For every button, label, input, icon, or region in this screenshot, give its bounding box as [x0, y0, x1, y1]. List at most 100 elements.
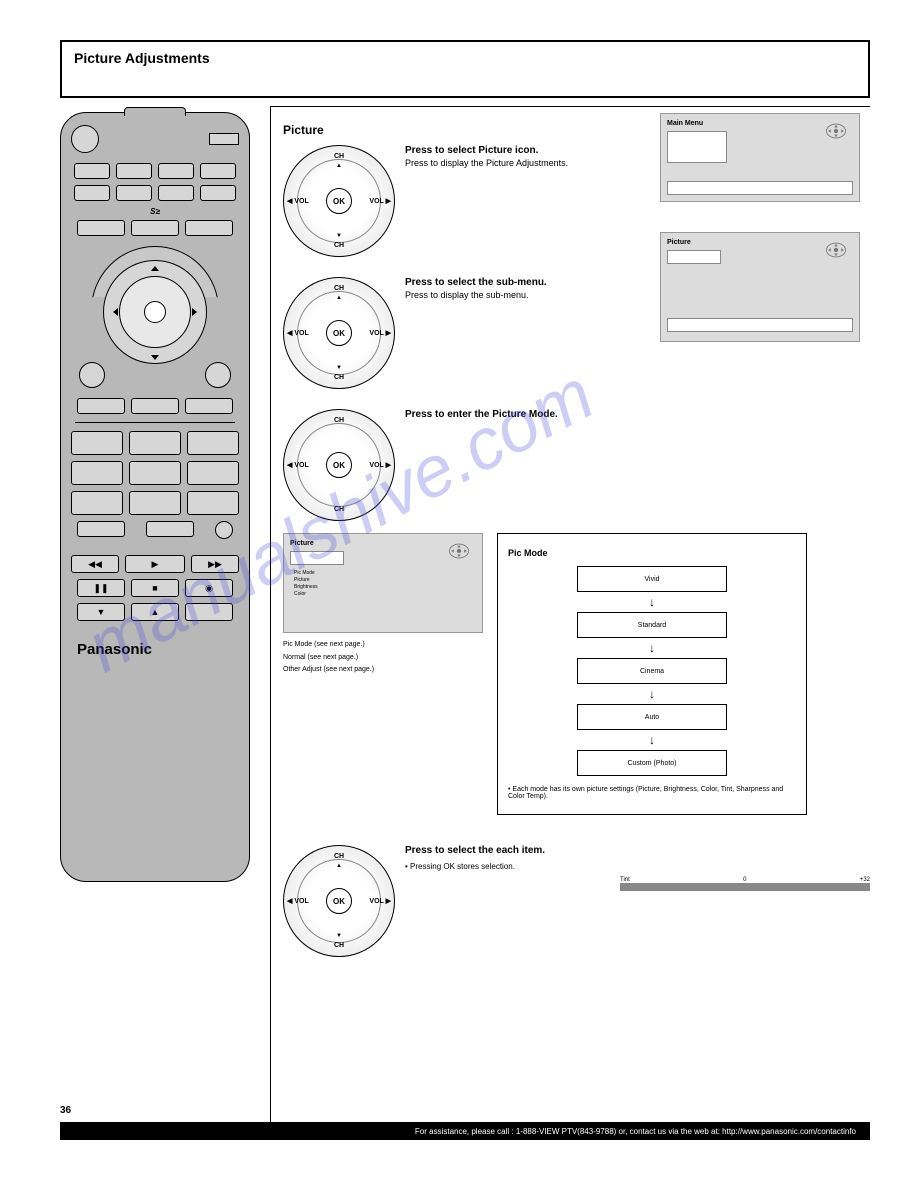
fn-btn[interactable]: [185, 398, 233, 414]
page-number: 36: [60, 1105, 71, 1116]
flowchart-title: Pic Mode: [508, 548, 796, 558]
flow-section: Picture Pic Mode Picture Brightness Colo…: [283, 533, 870, 815]
play-btn[interactable]: ▶: [125, 555, 185, 573]
step-3: OK CH CH ◀ VOL VOL ▶ Press to enter the …: [283, 409, 870, 521]
num-btn[interactable]: [129, 491, 181, 515]
dpad-diagram: OK CH CH ◀ VOL VOL ▶ ▲ ▼: [283, 845, 395, 957]
flow-box: Cinema: [577, 658, 727, 684]
step-text: Press to enter the Picture Mode.: [405, 409, 870, 422]
pic-mode-flowchart: Pic Mode Vivid ↓ Standard ↓ Cinema ↓ Aut…: [497, 533, 807, 815]
menu-btn[interactable]: [131, 220, 179, 236]
skip-fwd-btn[interactable]: ▲: [131, 603, 179, 621]
callout: Normal (see next page.): [283, 652, 374, 665]
nav-aux-btn[interactable]: [205, 362, 231, 388]
rewind-btn[interactable]: ◀◀: [71, 555, 119, 573]
step-4: OK CH CH ◀ VOL VOL ▶ ▲ ▼ Press to select…: [283, 845, 870, 957]
src-btn[interactable]: [158, 185, 194, 201]
flow-box: Auto: [577, 704, 727, 730]
callout: Other Adjust (see next page.): [283, 664, 374, 677]
fn-btn[interactable]: [77, 398, 125, 414]
footer-text: For assistance, please call : 1-888-VIEW…: [415, 1127, 856, 1136]
main-column: Picture Main Menu Picture: [270, 106, 870, 1126]
flow-note: • Each mode has its own picture settings…: [508, 786, 796, 800]
footer-bar: For assistance, please call : 1-888-VIEW…: [60, 1122, 870, 1140]
flow-box: Vivid: [577, 566, 727, 592]
menu-btn[interactable]: [77, 220, 125, 236]
fn-btn[interactable]: [131, 398, 179, 414]
num-btn[interactable]: [187, 461, 239, 485]
nav-wheel[interactable]: [71, 242, 239, 392]
record-btn[interactable]: ◉: [185, 579, 233, 597]
flow-arrow-icon: ↓: [508, 734, 796, 746]
src-btn[interactable]: [200, 163, 236, 179]
flow-box: Standard: [577, 612, 727, 638]
main-menu-preview: Main Menu: [660, 113, 860, 202]
ffwd-btn[interactable]: ▶▶: [191, 555, 239, 573]
menu-footer: [667, 318, 853, 332]
menu-highlight: [667, 250, 721, 264]
nav-aux-btn[interactable]: [79, 362, 105, 388]
num-btn[interactable]: [129, 431, 181, 455]
dpad-diagram: OK CH CH ◀ VOL VOL ▶: [283, 409, 395, 521]
transport-row-1: ◀◀ ▶ ▶▶: [71, 555, 239, 573]
sd-logo: S≥: [71, 207, 239, 216]
src-btn[interactable]: [158, 163, 194, 179]
aux-btn[interactable]: [185, 603, 233, 621]
remote-column: S≥: [60, 106, 270, 1126]
fn-row: [71, 398, 239, 414]
menu-items: Pic Mode Picture Brightness Color: [294, 570, 318, 598]
src-btn[interactable]: [116, 185, 152, 201]
num-btn[interactable]: [71, 431, 123, 455]
menu-footer: [667, 181, 853, 195]
ok-btn-diagram: OK: [326, 888, 352, 914]
num-btn[interactable]: [77, 521, 125, 537]
dash-btn[interactable]: [215, 521, 233, 539]
callout: Pic Mode (see next page.): [283, 639, 374, 652]
picture-menu-preview: Picture: [660, 232, 860, 342]
skip-back-btn[interactable]: ▼: [77, 603, 125, 621]
page: Picture Adjustments: [60, 40, 870, 1140]
num-btn[interactable]: [71, 461, 123, 485]
src-btn[interactable]: [74, 185, 110, 201]
tint-slider: Tint 0 +32: [405, 877, 870, 891]
num-btn[interactable]: [71, 491, 123, 515]
menu-btn[interactable]: [185, 220, 233, 236]
src-btn[interactable]: [116, 163, 152, 179]
dpad-diagram: OK CH CH ◀ VOL VOL ▶ ▲ ▼: [283, 145, 395, 257]
source-row-2: [71, 185, 239, 201]
flow-arrow-icon: ↓: [508, 596, 796, 608]
divider: [75, 422, 235, 423]
nav-hint-icon: [823, 122, 849, 140]
number-pad: [71, 431, 239, 515]
stop-btn[interactable]: ■: [131, 579, 179, 597]
pause-btn[interactable]: ❚❚: [77, 579, 125, 597]
picture-detail-menu: Picture Pic Mode Picture Brightness Colo…: [283, 533, 483, 633]
title-box: Picture Adjustments: [60, 40, 870, 98]
num-btn[interactable]: [146, 521, 194, 537]
power-button[interactable]: [71, 125, 99, 153]
ok-btn-diagram: OK: [326, 188, 352, 214]
src-btn[interactable]: [200, 185, 236, 201]
menu-highlight: [290, 551, 344, 565]
ok-btn-diagram: OK: [326, 320, 352, 346]
menu-row: [71, 220, 239, 236]
nav-hint-icon: [446, 542, 472, 560]
num-btn[interactable]: [187, 491, 239, 515]
num-btn[interactable]: [187, 431, 239, 455]
brand-label: Panasonic: [71, 641, 239, 658]
num-btn[interactable]: [129, 461, 181, 485]
src-btn[interactable]: [74, 163, 110, 179]
source-row: [71, 163, 239, 179]
page-title: Picture Adjustments: [74, 50, 856, 66]
dpad-diagram: OK CH CH ◀ VOL VOL ▶ ▲ ▼: [283, 277, 395, 389]
transport-row-3: ▼ ▲: [71, 603, 239, 621]
right-menu-previews: Main Menu Picture: [660, 113, 870, 342]
remote-control: S≥: [60, 112, 250, 882]
callouts: Pic Mode (see next page.) Normal (see ne…: [283, 639, 374, 677]
nav-hint-icon: [823, 241, 849, 259]
step-text: Press to select the each item. • Pressin…: [405, 845, 870, 891]
led-indicator: [209, 133, 239, 145]
menu-highlight: [667, 131, 727, 163]
ok-btn-diagram: OK: [326, 452, 352, 478]
flow-box: Custom (Photo): [577, 750, 727, 776]
